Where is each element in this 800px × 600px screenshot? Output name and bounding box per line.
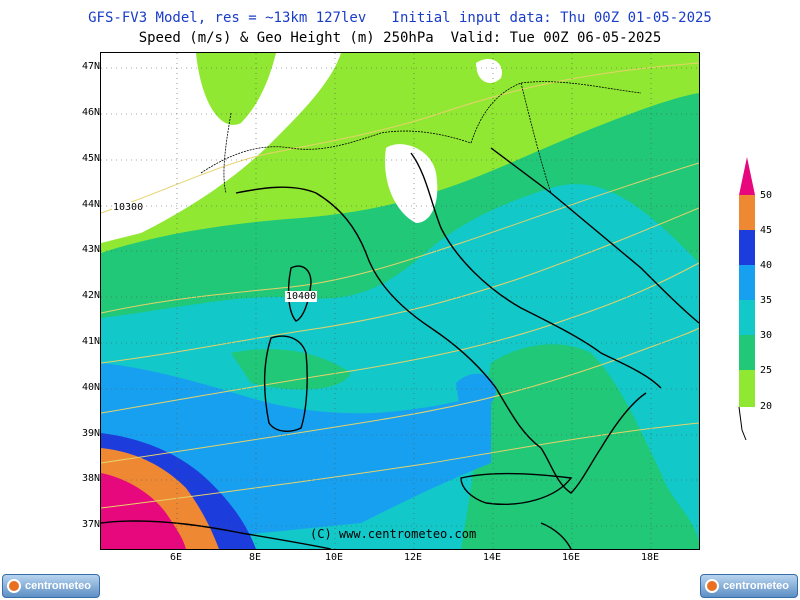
lon-label-18e: 18E [640, 552, 660, 563]
lat-label-45n: 45N [81, 153, 100, 164]
calm-area-france [101, 53, 341, 243]
copyright-text: (C) www.centrometeo.com [310, 527, 477, 541]
colorbar-label-40: 40 [760, 260, 773, 271]
colorbar-20 [739, 370, 755, 407]
colorbar-45 [739, 195, 755, 230]
colorbar [738, 157, 755, 441]
lon-label-10e: 10E [324, 552, 344, 563]
field-alps-green [196, 53, 276, 125]
lat-label-44n: 44N [81, 199, 100, 210]
field-title: Speed (m/s) & Geo Height (m) 250hPa Vali… [138, 30, 662, 46]
logo-globe-icon [705, 579, 719, 593]
height-contours [101, 62, 699, 509]
logo-text-right: centrometeo [723, 580, 790, 592]
contour-label-10400: 10400 [285, 291, 318, 302]
lat-label-43n: 43N [81, 244, 100, 255]
model-title: GFS-FV3 Model, res = ~13km 127lev Initia… [88, 10, 712, 26]
logo-globe-icon [7, 579, 21, 593]
colorbar-50 [739, 157, 755, 195]
lat-label-41n: 41N [81, 336, 100, 347]
colorbar-label-35: 35 [760, 295, 773, 306]
contour-label-10300: 10300 [112, 202, 145, 213]
colorbar-label-45: 45 [760, 225, 773, 236]
country-borders [200, 81, 642, 194]
colorbar-30 [739, 300, 755, 335]
lon-label-6e: 6E [169, 552, 183, 563]
field-sardinia-green [231, 349, 351, 390]
lon-label-14e: 14E [482, 552, 502, 563]
lon-label-8e: 8E [248, 552, 262, 563]
calm-area-po-valley [385, 144, 438, 223]
lat-label-37n: 37N [81, 519, 100, 530]
centrometeo-logo-left[interactable]: centrometeo [2, 574, 100, 598]
field-35-40-tyrrhenian [456, 373, 496, 412]
colorbar-label-50: 50 [760, 190, 773, 201]
lat-label-38n: 38N [81, 473, 100, 484]
logo-text-left: centrometeo [25, 580, 92, 592]
lon-label-12e: 12E [403, 552, 423, 563]
lon-label-16e: 16E [561, 552, 581, 563]
field-25-30-south [461, 344, 699, 549]
map-canvas [101, 53, 699, 549]
lat-label-40n: 40N [81, 382, 100, 393]
lat-label-39n: 39N [81, 428, 100, 439]
field-50-plus [101, 473, 186, 549]
colorbar-label-30: 30 [760, 330, 773, 341]
lat-label-42n: 42N [81, 290, 100, 301]
calm-area-north [476, 58, 502, 83]
weather-map [100, 52, 700, 550]
colorbar-label-25: 25 [760, 365, 773, 376]
colorbar-label-20: 20 [760, 401, 773, 412]
centrometeo-logo-right[interactable]: centrometeo [700, 574, 798, 598]
colorbar-40 [739, 230, 755, 265]
lat-label-47n: 47N [81, 61, 100, 72]
colorbar-35 [739, 265, 755, 300]
lat-label-46n: 46N [81, 107, 100, 118]
colorbar-25 [739, 335, 755, 370]
